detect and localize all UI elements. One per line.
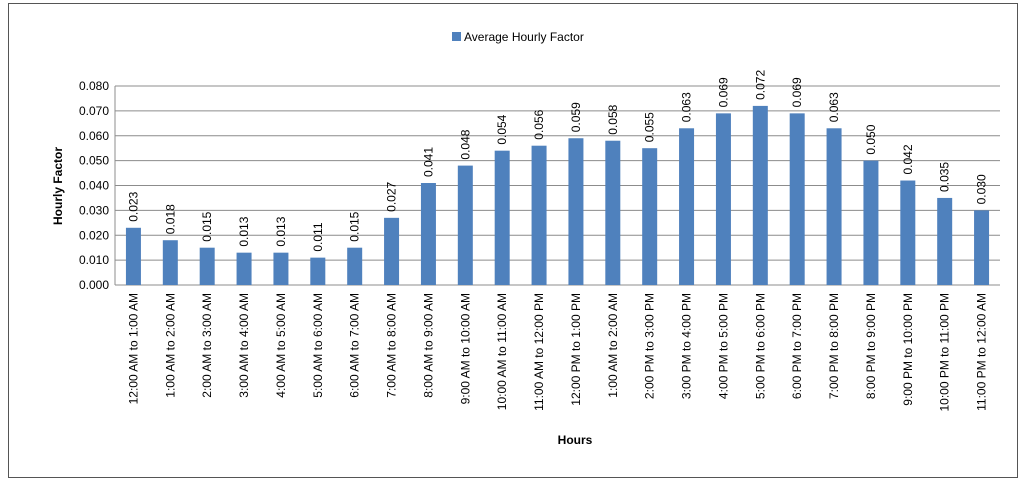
x-tick-label: 11:00 AM to 12:00 PM bbox=[532, 293, 546, 411]
bar bbox=[531, 145, 547, 285]
data-label: 0.054 bbox=[495, 114, 509, 144]
y-axis-title: Hourly Factor bbox=[51, 147, 65, 225]
x-tick-label: 1:00 AM to 2:00 AM bbox=[163, 293, 177, 398]
y-tick-label: 0.070 bbox=[79, 104, 109, 118]
x-tick-label: 6:00 AM to 7:00 AM bbox=[348, 293, 362, 398]
bar bbox=[494, 150, 510, 285]
x-tick-label: 4:00 AM to 5:00 AM bbox=[274, 293, 288, 398]
x-tick-label: 9:00 PM to 10:00 PM bbox=[901, 293, 915, 406]
data-label: 0.013 bbox=[237, 216, 251, 246]
bar bbox=[826, 128, 842, 285]
x-tick-label: 2:00 AM to 3:00 AM bbox=[200, 293, 214, 398]
bar bbox=[310, 257, 326, 285]
data-label: 0.072 bbox=[753, 70, 767, 100]
y-tick-label: 0.000 bbox=[79, 278, 109, 292]
data-label: 0.041 bbox=[421, 147, 435, 177]
x-tick-label: 12:00 PM to 1:00 PM bbox=[569, 293, 583, 406]
bar bbox=[236, 252, 252, 285]
bar bbox=[642, 148, 658, 285]
x-tick-label: 1:00 AM to 2:00 AM bbox=[606, 293, 620, 398]
data-label: 0.056 bbox=[532, 109, 546, 139]
data-label: 0.023 bbox=[126, 191, 140, 221]
y-tick-label: 0.080 bbox=[79, 79, 109, 93]
bar bbox=[863, 160, 879, 285]
x-tick-label: 3:00 AM to 4:00 AM bbox=[237, 293, 251, 398]
data-label: 0.059 bbox=[569, 102, 583, 132]
data-label: 0.013 bbox=[274, 216, 288, 246]
x-tick-label: 3:00 PM to 4:00 PM bbox=[680, 293, 694, 399]
bar bbox=[900, 180, 916, 285]
x-tick-label: 6:00 PM to 7:00 PM bbox=[790, 293, 804, 399]
data-label: 0.055 bbox=[643, 112, 657, 142]
x-tick-label: 7:00 PM to 8:00 PM bbox=[827, 293, 841, 399]
data-label: 0.011 bbox=[311, 222, 325, 251]
data-label: 0.018 bbox=[163, 204, 177, 234]
bar bbox=[752, 105, 768, 286]
x-tick-label: 8:00 PM to 9:00 PM bbox=[864, 293, 878, 399]
x-tick-label: 7:00 AM to 8:00 AM bbox=[385, 293, 399, 398]
x-tick-label: 9:00 AM to 10:00 AM bbox=[458, 293, 472, 404]
data-label: 0.069 bbox=[716, 77, 730, 107]
bar bbox=[125, 227, 141, 285]
bar bbox=[347, 247, 363, 285]
x-tick-label: 2:00 PM to 3:00 PM bbox=[643, 293, 657, 399]
data-label: 0.048 bbox=[458, 129, 472, 159]
y-tick-label: 0.040 bbox=[79, 179, 109, 193]
bar bbox=[162, 240, 178, 285]
bar bbox=[715, 113, 731, 285]
bar bbox=[974, 210, 990, 285]
y-tick-label: 0.060 bbox=[79, 129, 109, 143]
data-label: 0.058 bbox=[606, 104, 620, 134]
x-tick-label: 10:00 PM to 11:00 PM bbox=[938, 293, 952, 412]
y-tick-label: 0.010 bbox=[79, 253, 109, 267]
x-tick-label: 5:00 AM to 6:00 AM bbox=[311, 293, 325, 398]
y-tick-label: 0.050 bbox=[79, 154, 109, 168]
x-tick-label: 10:00 AM to 11:00 AM bbox=[495, 293, 509, 410]
data-label: 0.063 bbox=[680, 92, 694, 122]
legend-label: Average Hourly Factor bbox=[464, 30, 584, 44]
bar bbox=[457, 165, 473, 285]
bar bbox=[420, 183, 436, 285]
data-label: 0.015 bbox=[200, 211, 214, 241]
data-label: 0.027 bbox=[385, 181, 399, 211]
bar bbox=[605, 140, 621, 285]
data-label: 0.015 bbox=[348, 211, 362, 241]
x-tick-label: 11:00 PM to 12:00 AM bbox=[975, 293, 989, 411]
data-label: 0.042 bbox=[901, 144, 915, 174]
x-axis-title: Hours bbox=[558, 433, 593, 447]
data-label: 0.035 bbox=[938, 162, 952, 192]
bar bbox=[937, 197, 953, 285]
bar bbox=[273, 252, 289, 285]
bar bbox=[384, 217, 400, 285]
x-tick-label: 8:00 AM to 9:00 AM bbox=[421, 293, 435, 398]
bar bbox=[568, 138, 584, 285]
y-tick-label: 0.020 bbox=[79, 228, 109, 242]
data-label: 0.063 bbox=[827, 92, 841, 122]
bar bbox=[199, 247, 215, 285]
data-label: 0.069 bbox=[790, 77, 804, 107]
bar bbox=[789, 113, 805, 285]
y-tick-label: 0.030 bbox=[79, 203, 109, 217]
data-label: 0.050 bbox=[864, 124, 878, 154]
x-tick-label: 12:00 AM to 1:00 AM bbox=[126, 293, 140, 404]
data-label: 0.030 bbox=[975, 174, 989, 204]
x-tick-label: 4:00 PM to 5:00 PM bbox=[716, 293, 730, 399]
legend-swatch bbox=[452, 32, 461, 41]
x-tick-label: 5:00 PM to 6:00 PM bbox=[753, 293, 767, 399]
bar bbox=[679, 128, 695, 285]
